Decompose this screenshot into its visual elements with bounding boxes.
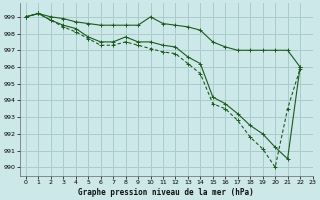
X-axis label: Graphe pression niveau de la mer (hPa): Graphe pression niveau de la mer (hPa) — [78, 188, 254, 197]
